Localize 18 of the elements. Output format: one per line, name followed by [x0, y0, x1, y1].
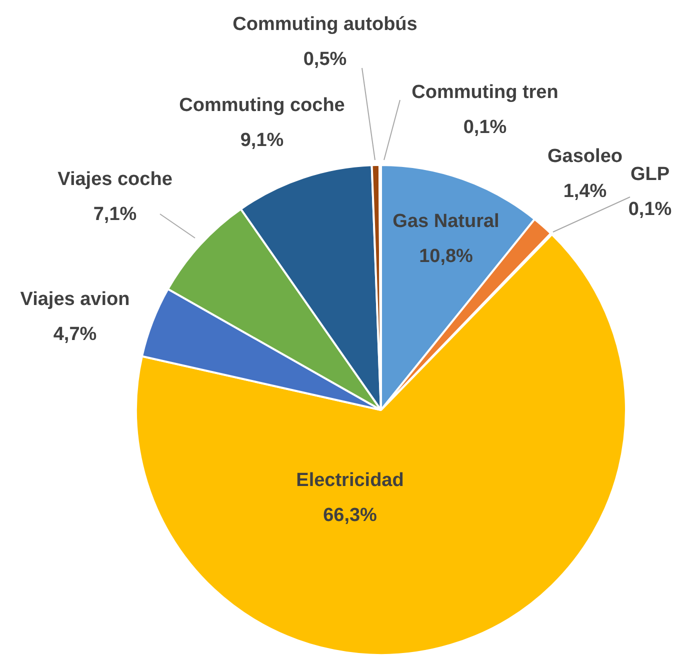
slice-label: Commuting coche [179, 95, 345, 116]
slice-label: Commuting autobús [232, 14, 418, 36]
slice-label: Commuting tren [412, 82, 558, 104]
data-label: 0,1% [628, 199, 672, 220]
data-label: 66,3% [323, 505, 378, 526]
slice-label: Viajes avion [20, 289, 130, 310]
data-label: 7,1% [93, 204, 137, 226]
slice-label: Gasoleo [548, 146, 622, 168]
data-label: 10,8% [419, 246, 474, 268]
slice-label: GLP [630, 164, 670, 186]
slice-label: Gas Natural [392, 211, 500, 232]
data-label: 0,1% [463, 117, 507, 138]
data-label: 4,7% [53, 324, 97, 346]
slice-label: Electricidad [296, 470, 404, 492]
data-label: 0,5% [303, 49, 347, 70]
data-label: 9,1% [240, 130, 284, 152]
data-label: 1,4% [563, 181, 607, 202]
slice-label: Viajes coche [58, 169, 172, 190]
